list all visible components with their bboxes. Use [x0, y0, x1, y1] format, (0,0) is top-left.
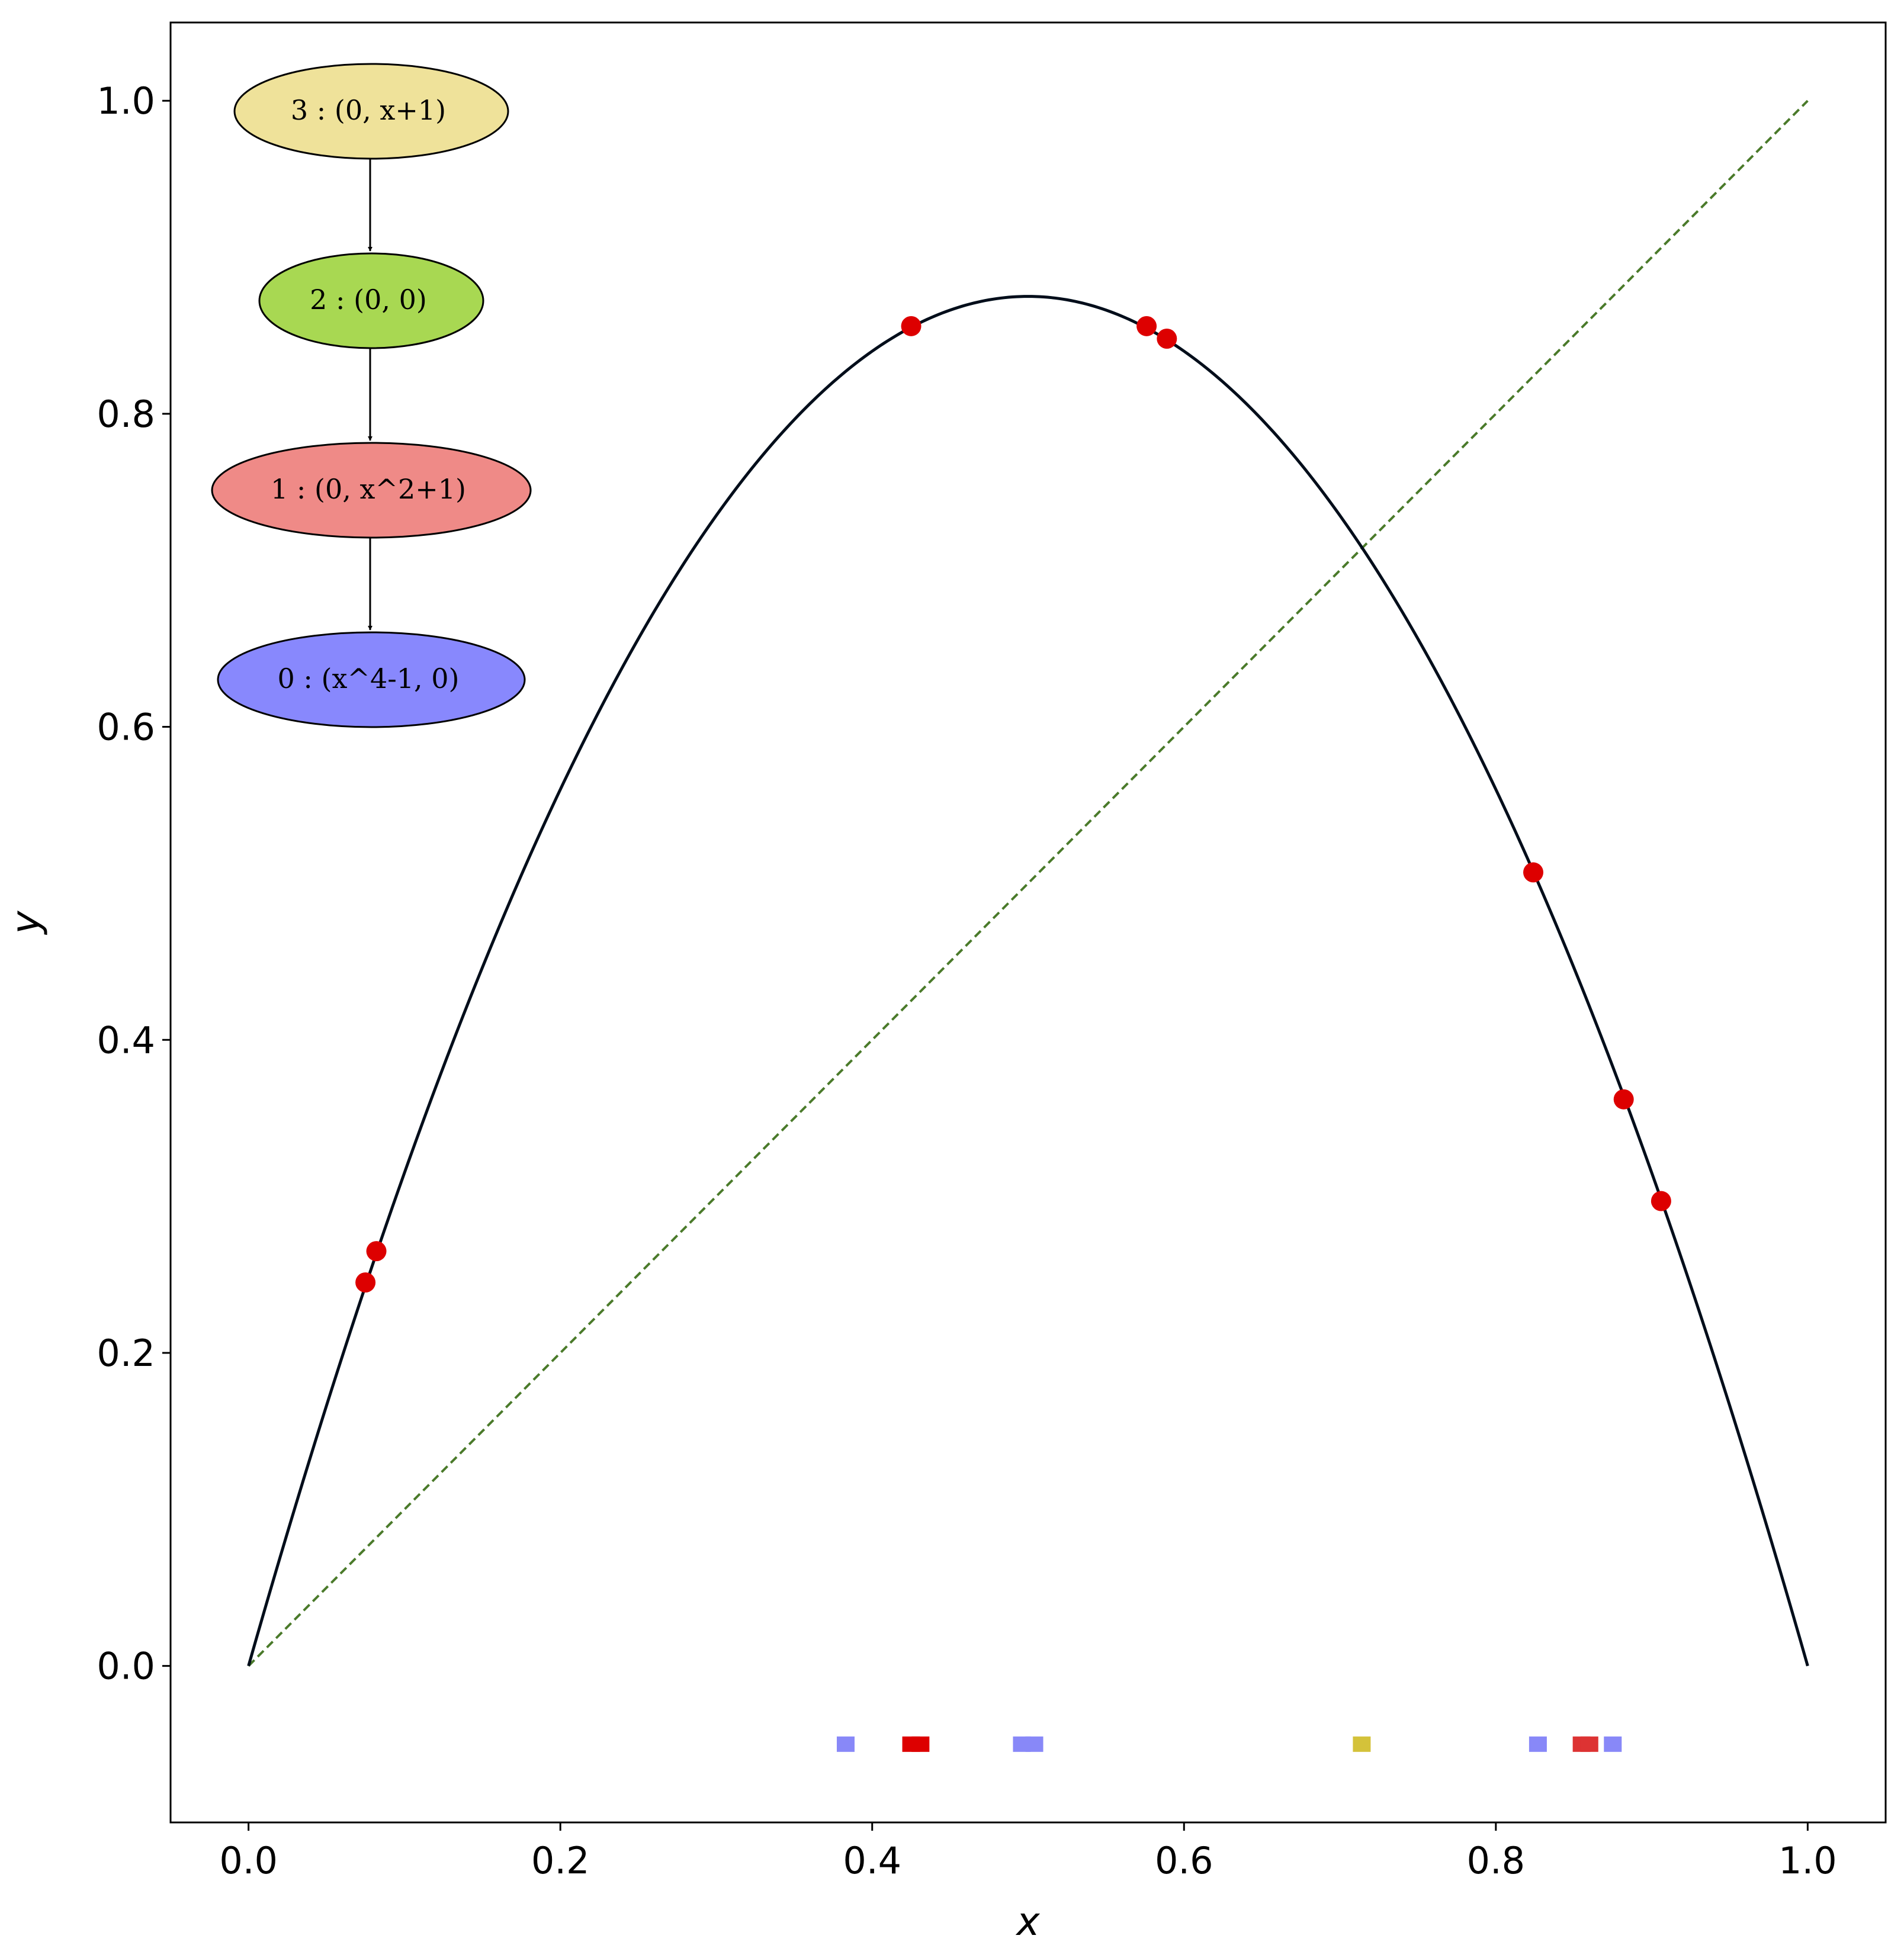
x-tick-label-2: 0.4 [843, 1839, 901, 1882]
axis-ticks: 0.0 0.2 0.4 0.6 0.8 1.0 0.0 0.2 0.4 0.6 0.8 1.0 [97, 79, 1836, 1882]
graph-node-1 [211, 442, 532, 539]
strip-marker-5 [1353, 1736, 1371, 1752]
orbit-point-7 [1651, 1191, 1671, 1211]
strip-marker-6 [1529, 1736, 1547, 1752]
orbit-point-6 [1613, 1089, 1634, 1110]
plot-area [247, 99, 1809, 1752]
orbit-point-5 [1523, 862, 1544, 883]
y-tick-label-4: 0.8 [97, 393, 155, 436]
orbit-point-4 [1157, 328, 1177, 349]
strip-marker-0 [836, 1736, 855, 1752]
strip-marker-2 [911, 1736, 930, 1752]
orbit-point-1 [366, 1241, 387, 1262]
graph-node-3-label: 3 : (0, x+1) [291, 94, 446, 126]
plot-frame [169, 21, 1887, 1824]
y-tick-label-1: 0.2 [97, 1332, 155, 1375]
graph-node-1-label: 1 : (0, x^2+1) [271, 473, 466, 505]
x-axis-label: x [1015, 1899, 1040, 1944]
map-curve [247, 295, 1809, 1667]
x-tick-label-3: 0.6 [1155, 1839, 1213, 1882]
graph-node-3 [233, 63, 509, 160]
graph-node-2-label: 2 : (0, 0) [310, 284, 427, 316]
x-tick-label-4: 0.8 [1467, 1839, 1526, 1882]
y-axis-label: y [3, 911, 49, 935]
orbit-point-3 [1136, 316, 1157, 336]
graph-node-0 [217, 631, 526, 728]
orbit-point-0 [355, 1272, 376, 1293]
strip-marker-9 [1604, 1736, 1622, 1752]
y-tick-label-3: 0.6 [97, 706, 155, 749]
x-tick-label-5: 1.0 [1778, 1839, 1837, 1882]
x-tick-label-1: 0.2 [531, 1839, 590, 1882]
y-tick-label-2: 0.4 [97, 1018, 155, 1062]
strip-marker-4 [1025, 1736, 1043, 1752]
strip-markers [836, 1736, 1622, 1752]
y-tick-label-0: 0.0 [97, 1645, 155, 1688]
x-tick-label-0: 0.0 [219, 1839, 278, 1882]
graph-inset: 3 : (0, x+1) 2 : (0, 0) 1 : (0, x^2+1) 0… [211, 63, 532, 728]
orbit-points [355, 316, 1671, 1293]
graph-node-0-label: 0 : (x^4-1, 0) [278, 663, 460, 695]
graph-node-2 [258, 252, 484, 349]
y-tick-label-5: 1.0 [97, 79, 155, 123]
identity-line [248, 99, 1809, 1667]
strip-marker-8 [1580, 1736, 1598, 1752]
orbit-point-2 [901, 316, 922, 336]
